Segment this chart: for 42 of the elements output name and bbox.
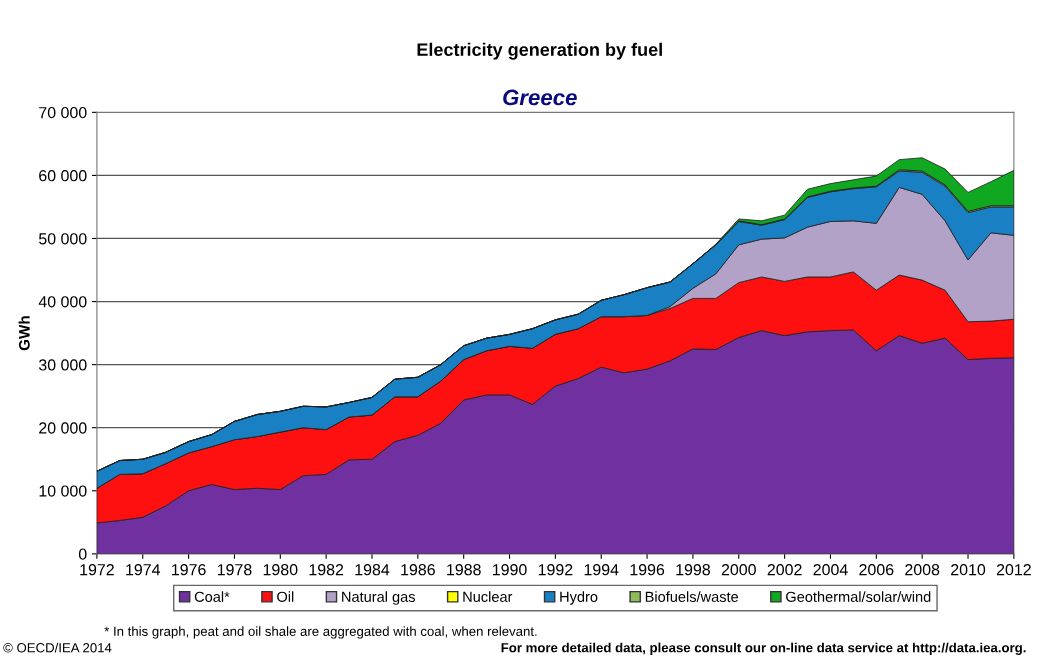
y-tick-label: 40 000 [38, 296, 87, 308]
legend-label: Biofuels/waste [645, 591, 739, 602]
y-tick-label: 0 [78, 548, 87, 560]
x-tick-label: 1982 [309, 563, 344, 576]
x-tick-label: 1976 [172, 563, 206, 576]
y-tick-label: 10 000 [39, 485, 87, 497]
x-tick-label: 2004 [813, 563, 848, 576]
text: * In this graph, peat and oil shale are aggregated with coal, when relevant. [104, 626, 537, 639]
y-tick-label: 50 000 [38, 233, 87, 245]
x-tick-label: 1992 [538, 563, 573, 576]
text: © OECD/IEA 2014 [3, 642, 112, 653]
x-tick-label: 1984 [355, 563, 390, 576]
x-tick-label: 2012 [996, 563, 1031, 576]
legend-label: Nuclear [463, 591, 513, 602]
legend-label: Natural gas [342, 591, 415, 605]
x-tick-label: 1974 [126, 563, 161, 576]
x-tick-label: 2010 [951, 563, 986, 576]
legend-label: Geothermal/solar/wind [786, 591, 931, 602]
y-tick-label: 70 000 [39, 106, 87, 119]
y-axis-title: GWh [18, 316, 30, 351]
legend-label: Oil [277, 591, 294, 602]
y-tick-label: 30 000 [38, 359, 87, 371]
x-tick-label: 1988 [447, 563, 481, 576]
legend-label: Coal* [194, 591, 230, 602]
y-tick-label: 60 000 [39, 170, 87, 182]
x-tick-label: 1996 [630, 563, 665, 576]
y-tick-label: 20 000 [39, 422, 87, 434]
x-tick-label: 1978 [217, 563, 252, 576]
x-tick-label: 2000 [721, 563, 756, 576]
x-tick-label: 2002 [767, 563, 802, 576]
x-tick-label: 1998 [676, 563, 710, 576]
x-tick-label: 2008 [905, 563, 940, 576]
text: For more detailed data, please consult our on-line data service at http://data.iea.org. [501, 642, 1026, 656]
chart-subtitle: Greece [503, 89, 577, 106]
legend-label: Hydro [560, 591, 598, 605]
x-tick-label: 2006 [859, 563, 894, 576]
x-tick-label: 1994 [584, 563, 619, 576]
x-tick-label: 1990 [492, 563, 527, 576]
chart-title: Electricity generation by fuel [417, 42, 662, 60]
x-tick-label: 1972 [80, 563, 114, 576]
x-tick-label: 1986 [401, 563, 435, 576]
x-tick-label: 1980 [263, 563, 298, 576]
